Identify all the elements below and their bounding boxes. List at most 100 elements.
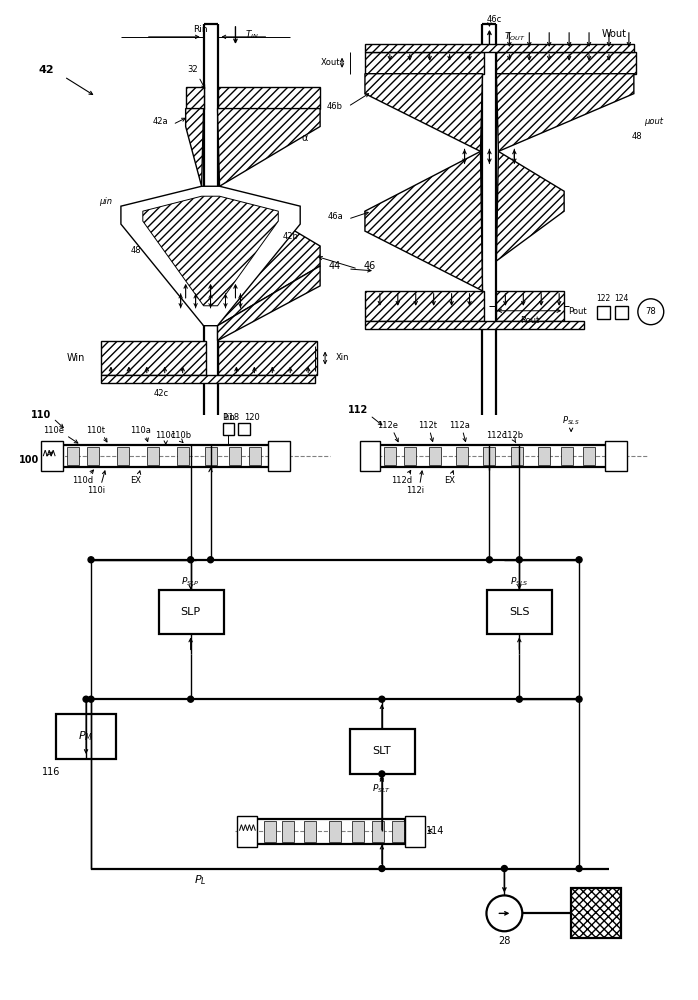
Bar bbox=[561, 447, 573, 465]
Bar bbox=[605, 441, 627, 471]
Text: 44: 44 bbox=[329, 261, 341, 271]
Bar bbox=[365, 321, 584, 329]
Text: Pin: Pin bbox=[223, 413, 235, 422]
Circle shape bbox=[83, 696, 89, 702]
Polygon shape bbox=[186, 87, 204, 109]
Text: 42: 42 bbox=[38, 65, 54, 75]
Text: SLT: SLT bbox=[373, 746, 391, 756]
Text: Xout: Xout bbox=[320, 58, 340, 67]
Circle shape bbox=[188, 696, 193, 702]
Text: 42b: 42b bbox=[282, 232, 298, 241]
Bar bbox=[378, 445, 607, 467]
Text: $T_{IN}$: $T_{IN}$ bbox=[246, 29, 260, 41]
Text: 124: 124 bbox=[614, 294, 628, 303]
Text: $P_{SLS}$: $P_{SLS}$ bbox=[563, 414, 580, 427]
Text: 28: 28 bbox=[498, 936, 510, 946]
Bar bbox=[117, 447, 129, 465]
Bar bbox=[237, 816, 258, 847]
Circle shape bbox=[188, 557, 193, 563]
Bar bbox=[158, 590, 223, 634]
Text: 78: 78 bbox=[646, 307, 656, 316]
Text: EX: EX bbox=[131, 476, 142, 485]
Text: 42a: 42a bbox=[153, 117, 168, 126]
Bar bbox=[512, 447, 524, 465]
Bar bbox=[147, 447, 158, 465]
Bar bbox=[405, 816, 424, 847]
Text: 110i: 110i bbox=[87, 486, 105, 495]
Bar bbox=[282, 821, 295, 842]
Bar bbox=[61, 445, 270, 467]
Bar bbox=[249, 447, 261, 465]
Text: 46a: 46a bbox=[327, 212, 343, 221]
Bar bbox=[255, 819, 405, 844]
Text: 116: 116 bbox=[42, 767, 61, 777]
Text: SLS: SLS bbox=[509, 607, 530, 617]
Bar bbox=[597, 306, 610, 319]
Bar bbox=[304, 821, 316, 842]
Bar bbox=[372, 821, 384, 842]
Circle shape bbox=[487, 557, 492, 563]
Text: $P_L$: $P_L$ bbox=[194, 874, 207, 887]
Text: EX: EX bbox=[444, 476, 455, 485]
Circle shape bbox=[576, 866, 582, 872]
Text: 112e: 112e bbox=[378, 421, 399, 430]
Circle shape bbox=[379, 866, 385, 872]
Text: μin: μin bbox=[100, 197, 112, 206]
Bar bbox=[365, 44, 634, 52]
Bar bbox=[365, 291, 484, 321]
Circle shape bbox=[517, 557, 522, 563]
Text: $T_{OUT}$: $T_{OUT}$ bbox=[504, 31, 525, 43]
Text: 110d: 110d bbox=[73, 476, 94, 485]
Text: 112t: 112t bbox=[418, 421, 437, 430]
Circle shape bbox=[576, 696, 582, 702]
Bar bbox=[365, 52, 484, 74]
Circle shape bbox=[638, 299, 664, 325]
Polygon shape bbox=[496, 151, 564, 261]
Bar bbox=[583, 447, 595, 465]
Text: 112b: 112b bbox=[502, 431, 523, 440]
Text: 32: 32 bbox=[187, 65, 198, 74]
Bar bbox=[392, 821, 403, 842]
Bar bbox=[350, 729, 415, 774]
Text: 110a: 110a bbox=[131, 426, 151, 435]
Text: Rin: Rin bbox=[193, 25, 208, 34]
Text: $P_{SLP}$: $P_{SLP}$ bbox=[181, 575, 200, 588]
Polygon shape bbox=[186, 109, 204, 186]
Text: Rout: Rout bbox=[519, 316, 539, 325]
Bar bbox=[101, 375, 315, 383]
Text: 42c: 42c bbox=[153, 389, 168, 398]
Text: SLP: SLP bbox=[181, 607, 201, 617]
Text: Win: Win bbox=[67, 353, 85, 363]
Bar bbox=[496, 291, 564, 321]
Text: 110: 110 bbox=[31, 410, 52, 420]
Text: 122: 122 bbox=[596, 294, 610, 303]
Text: 46b: 46b bbox=[327, 102, 343, 111]
Text: $P_M$: $P_M$ bbox=[78, 729, 94, 743]
Circle shape bbox=[379, 771, 385, 777]
Text: Wout: Wout bbox=[602, 29, 626, 39]
Text: Pout: Pout bbox=[568, 307, 587, 316]
Text: α: α bbox=[302, 133, 309, 143]
Circle shape bbox=[88, 557, 94, 563]
Text: Xin: Xin bbox=[335, 353, 349, 362]
Circle shape bbox=[88, 696, 94, 702]
Text: 114: 114 bbox=[426, 826, 444, 836]
Bar bbox=[352, 821, 364, 842]
Polygon shape bbox=[121, 186, 300, 326]
Bar bbox=[360, 441, 380, 471]
Text: 110t: 110t bbox=[87, 426, 105, 435]
Bar bbox=[615, 306, 628, 319]
Bar bbox=[205, 447, 216, 465]
Text: 112d: 112d bbox=[391, 476, 413, 485]
Text: 48: 48 bbox=[131, 246, 141, 255]
Polygon shape bbox=[218, 266, 320, 341]
Text: 112: 112 bbox=[348, 405, 368, 415]
Text: 46: 46 bbox=[364, 261, 376, 271]
Polygon shape bbox=[218, 87, 320, 109]
Circle shape bbox=[379, 696, 385, 702]
Bar bbox=[484, 447, 496, 465]
Bar bbox=[496, 52, 636, 74]
Polygon shape bbox=[143, 196, 279, 306]
Text: 100: 100 bbox=[19, 455, 39, 465]
Bar bbox=[218, 341, 317, 375]
